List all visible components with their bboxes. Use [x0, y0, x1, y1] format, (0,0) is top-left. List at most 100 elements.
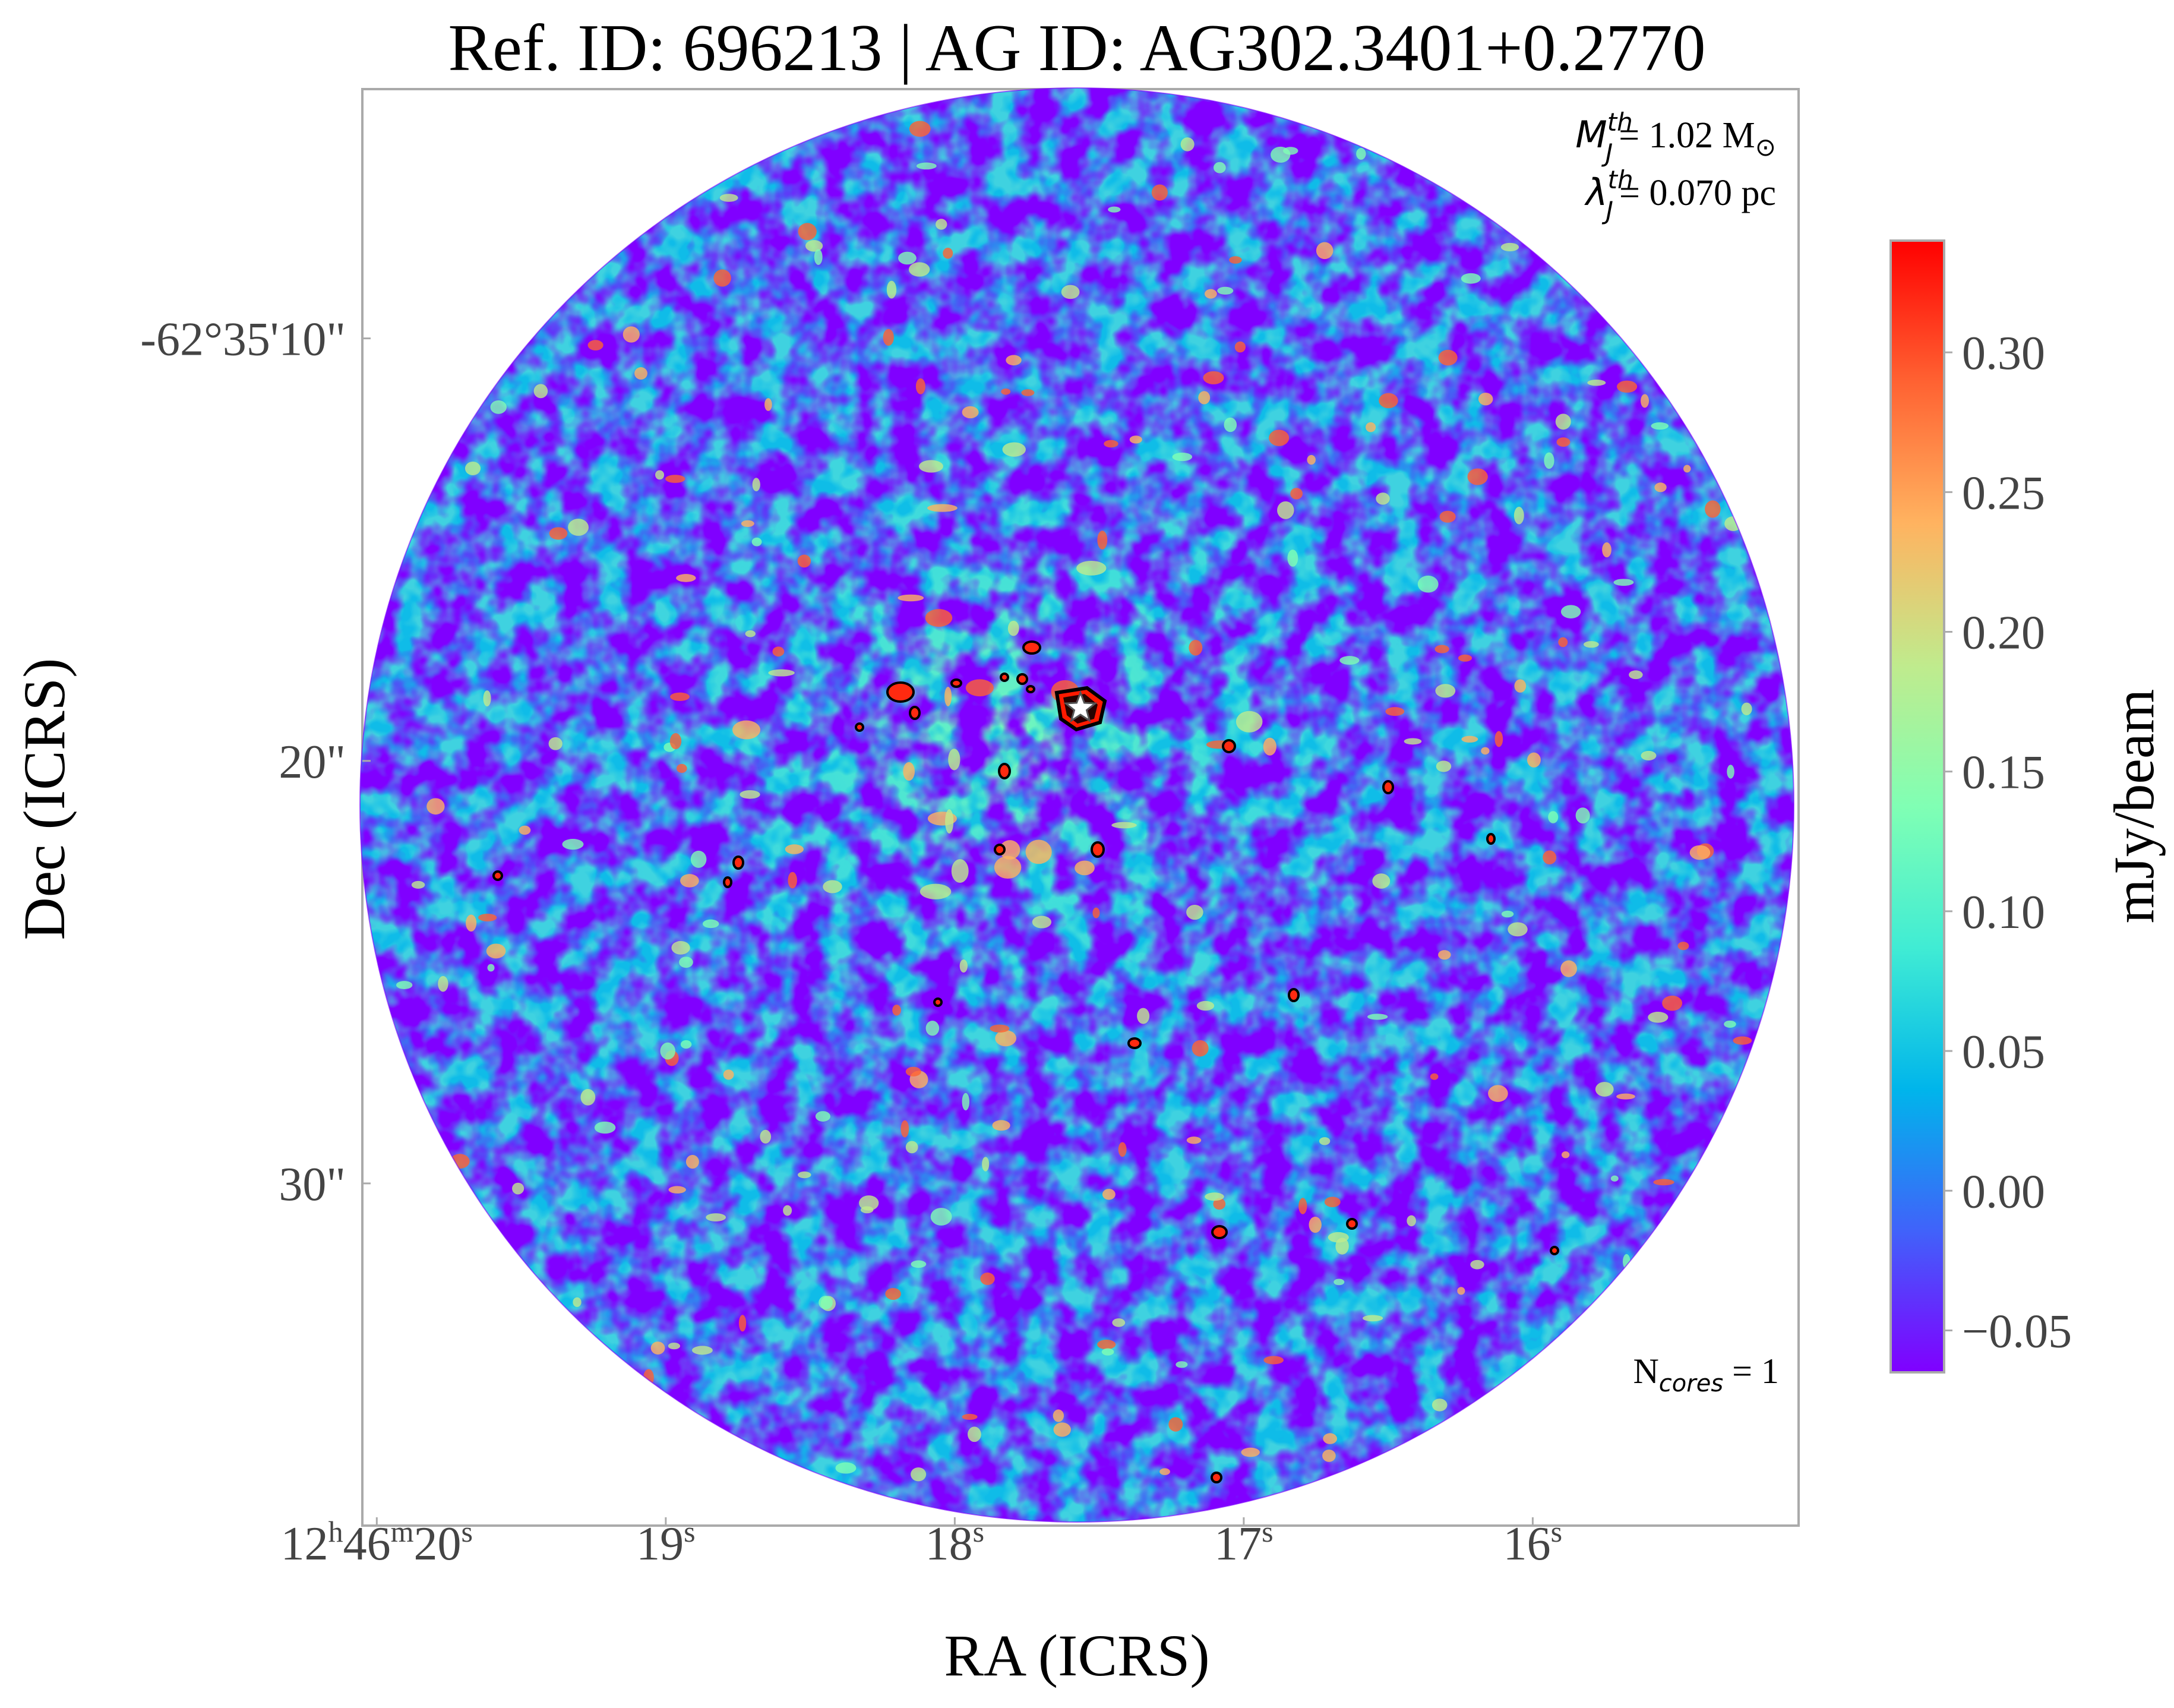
hotspot — [1271, 146, 1291, 163]
hotspot — [1527, 752, 1541, 768]
hotspot — [483, 690, 491, 707]
core-contour — [909, 706, 921, 720]
hotspot — [1432, 1398, 1448, 1412]
hotspot — [772, 646, 785, 657]
y-tick-label: -62°35'10" — [140, 314, 346, 366]
hotspot — [1407, 1215, 1416, 1227]
hotspot — [1404, 738, 1422, 745]
hotspot — [959, 959, 968, 973]
hotspot — [785, 844, 804, 854]
hotspot — [680, 874, 699, 888]
hotspot — [1417, 575, 1439, 593]
hotspot — [1438, 349, 1458, 366]
hotspot — [1235, 711, 1263, 733]
hotspot — [883, 329, 894, 346]
hotspot — [990, 1024, 1010, 1033]
hotspot — [1001, 388, 1011, 395]
hotspot — [1198, 391, 1211, 405]
hotspot — [512, 1182, 524, 1195]
hotspot — [1097, 1339, 1116, 1350]
hotspot — [1229, 256, 1242, 264]
hotspot — [1151, 184, 1168, 201]
hotspot — [490, 400, 507, 414]
hotspot — [1323, 1433, 1338, 1444]
hotspot — [1203, 371, 1224, 384]
hotspot — [1683, 465, 1691, 473]
hotspot — [1241, 1447, 1260, 1457]
hotspot — [1025, 839, 1052, 864]
hotspot — [1137, 1008, 1150, 1024]
core-contour — [1000, 673, 1009, 682]
hotspot — [573, 1297, 582, 1307]
x-axis-ticks: 12h46m20s 19s 18s 17s 16s — [281, 1515, 1562, 1570]
jeans-mass-annotation: Mth J = 1.02 M⊙ — [1575, 108, 1776, 168]
hotspot — [919, 460, 943, 473]
core-contour — [1026, 685, 1035, 693]
hotspot — [995, 1030, 1017, 1047]
hotspot — [623, 326, 640, 343]
hotspot — [1322, 1449, 1336, 1462]
hotspot — [692, 1346, 713, 1355]
hotspot — [951, 859, 969, 883]
hotspot — [905, 1141, 918, 1154]
hotspot — [478, 914, 497, 922]
hotspot — [1061, 285, 1080, 299]
hotspot — [1263, 1356, 1284, 1365]
hotspot — [1641, 394, 1650, 408]
hotspot — [1438, 950, 1451, 960]
hotspot — [679, 956, 693, 968]
hotspot — [464, 462, 481, 476]
hotspot — [886, 280, 897, 299]
hotspot — [982, 1157, 990, 1172]
hotspot — [671, 940, 690, 955]
hotspot — [1101, 1348, 1114, 1356]
core-contour — [1288, 988, 1300, 1002]
core-contour — [1091, 841, 1105, 858]
hotspot — [1467, 468, 1488, 485]
hotspot — [835, 1462, 857, 1474]
hotspot — [634, 367, 647, 380]
hotspot — [1053, 1409, 1064, 1422]
hotspot — [1205, 289, 1217, 299]
hotspot — [1007, 620, 1019, 636]
hotspot — [909, 121, 931, 137]
hotspot — [1076, 560, 1107, 576]
hotspot — [948, 749, 960, 771]
hotspot — [594, 1121, 616, 1134]
hotspot — [1277, 501, 1294, 519]
hotspot — [1214, 162, 1226, 173]
hotspot — [992, 1120, 1010, 1131]
hotspot — [1269, 430, 1290, 446]
hotspot — [1129, 435, 1142, 444]
hotspot — [1481, 747, 1490, 755]
chart-title: Ref. ID: 696213 | AG ID: AG302.3401+0.27… — [448, 11, 1705, 85]
hotspot — [650, 1341, 665, 1355]
hotspot — [1555, 413, 1571, 430]
hotspot — [944, 686, 952, 706]
hotspot — [1435, 684, 1456, 698]
hotspot — [797, 1171, 811, 1179]
colorbar-tick-label: 0.20 — [1962, 607, 2045, 659]
hotspot — [1307, 454, 1316, 465]
hotspot — [533, 384, 548, 399]
hotspot — [1662, 995, 1683, 1011]
hotspot — [1102, 1189, 1116, 1200]
hotspot — [1366, 422, 1376, 432]
core-contour — [994, 844, 1006, 855]
hotspot — [549, 527, 568, 540]
hotspot — [797, 554, 811, 568]
hotspot — [1508, 922, 1528, 937]
hotspot — [908, 262, 930, 277]
hotspot — [1500, 242, 1519, 252]
hotspot — [1558, 637, 1568, 648]
hotspot — [945, 809, 954, 834]
hotspot — [1075, 860, 1095, 876]
hotspot — [1439, 510, 1456, 523]
hotspot — [962, 406, 979, 419]
hotspot — [587, 340, 603, 351]
hotspot — [1205, 1192, 1224, 1201]
core-contour — [855, 722, 864, 732]
hotspot — [1186, 904, 1203, 920]
hotspot — [738, 1315, 747, 1332]
